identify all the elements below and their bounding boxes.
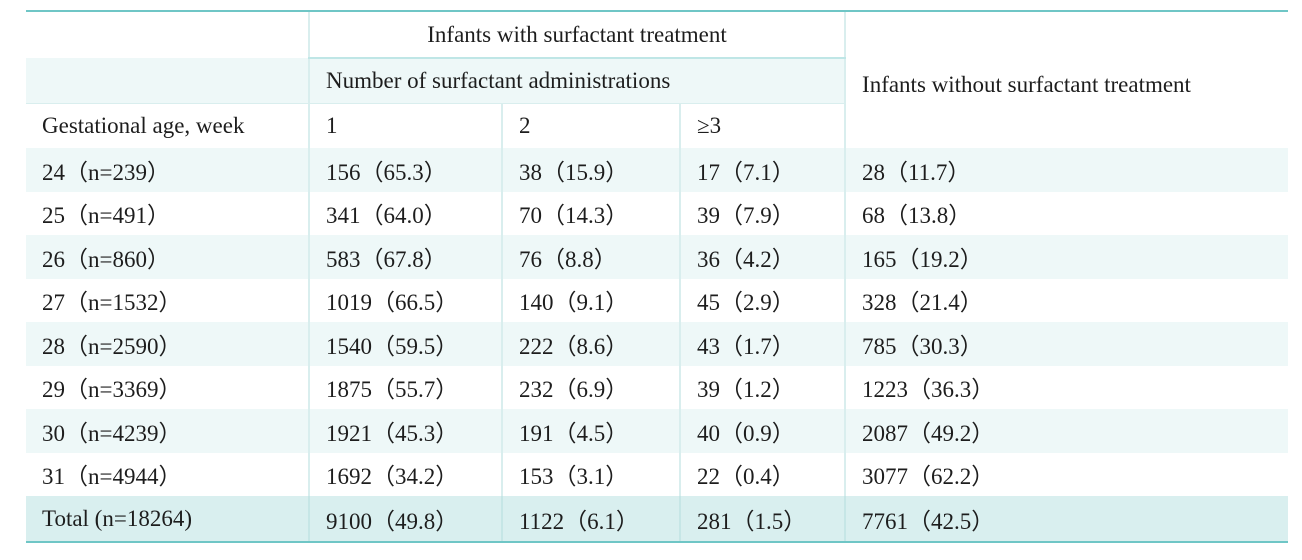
cell-age: 31（n=4944） [42, 464, 182, 490]
cell-c3: 22（0.4） [678, 452, 846, 496]
cell-age: 27（n=1532） [42, 290, 182, 316]
total-c1: 9100（49.8） [308, 496, 502, 543]
cell-c3: 43（1.7） [678, 322, 846, 366]
header-corner-top [26, 10, 309, 58]
header-corner-mid [26, 58, 309, 104]
table-total-row: Total (n=18264) 9100（49.8） 1122（6.1） 281… [26, 496, 1289, 543]
cell-c1: 1692（34.2） [308, 452, 502, 496]
table-row: 24（n=239） 156（65.3） 38（15.9） 17（7.1） 28（… [26, 148, 1289, 192]
cell-c2: 153（3.1） [501, 452, 680, 496]
header-treated-group: Infants with surfactant treatment [307, 10, 846, 59]
cell-c1: 156（65.3） [308, 148, 502, 192]
cell-c1: 1921（45.3） [308, 409, 502, 453]
header-col-3: ≥3 [678, 103, 846, 148]
header-administrations: Number of surfactant administrations [307, 58, 846, 104]
cell-c2: 76（8.8） [501, 235, 680, 279]
cell-age: 29（n=3369） [42, 377, 182, 403]
total-none: 7761（42.5） [844, 496, 1289, 543]
cell-none: 2087（49.2） [844, 409, 1289, 453]
cell-age: 30（n=4239） [26, 409, 309, 453]
header-gestational-age: Gestational age, week [26, 103, 309, 148]
cell-c3: 17（7.1） [678, 148, 846, 192]
header-col-1: 1 [308, 103, 502, 148]
total-label: Total (n=18264) [26, 496, 309, 543]
cell-c1: 583（67.8） [308, 235, 502, 279]
cell-c3: 39（7.9） [678, 191, 846, 235]
cell-none: 1223（36.3） [844, 365, 1289, 409]
cell-none: 3077（62.2） [844, 452, 1289, 496]
table-row: 27（n=1532） 1019（66.5） 140（9.1） 45（2.9） 3… [26, 278, 1289, 322]
cell-c2: 140（9.1） [501, 278, 680, 322]
cell-age: 25（n=491） [42, 203, 170, 229]
surfactant-table: Infants with surfactant treatment Infant… [26, 10, 1289, 543]
header-untreated-group: Infants without surfactant treatment [844, 10, 1289, 104]
total-c3: 281（1.5） [678, 496, 846, 543]
cell-c2: 38（15.9） [501, 148, 680, 192]
cell-c2: 191（4.5） [501, 409, 680, 453]
cell-c3: 45（2.9） [678, 278, 846, 322]
cell-c1: 1019（66.5） [308, 278, 502, 322]
cell-none: 785（30.3） [844, 322, 1289, 366]
table-row: 28（n=2590） 1540（59.5） 222（8.6） 43（1.7） 7… [26, 322, 1289, 366]
total-c2: 1122（6.1） [501, 496, 680, 543]
cell-none: 328（21.4） [844, 278, 1289, 322]
cell-age: 28（n=2590） [26, 322, 309, 366]
cell-c1: 341（64.0） [308, 191, 502, 235]
cell-c2: 70（14.3） [501, 191, 680, 235]
table-row: 30（n=4239） 1921（45.3） 191（4.5） 40（0.9） 2… [26, 409, 1289, 453]
table-row: 29（n=3369） 1875（55.7） 232（6.9） 39（1.2） 1… [26, 365, 1289, 409]
cell-age: 26（n=860） [26, 235, 309, 279]
table-row: 31（n=4944） 1692（34.2） 153（3.1） 22（0.4） 3… [26, 452, 1289, 496]
cell-c2: 222（8.6） [501, 322, 680, 366]
cell-c2: 232（6.9） [501, 365, 680, 409]
header-col-2: 2 [501, 103, 680, 148]
table-row: 26（n=860） 583（67.8） 76（8.8） 36（4.2） 165（… [26, 235, 1289, 279]
cell-c3: 40（0.9） [678, 409, 846, 453]
cell-c3: 36（4.2） [678, 235, 846, 279]
cell-c3: 39（1.2） [678, 365, 846, 409]
table-row: 25（n=491） 341（64.0） 70（14.3） 39（7.9） 68（… [26, 191, 1289, 235]
cell-none: 165（19.2） [844, 235, 1289, 279]
cell-age: 24（n=239） [26, 148, 309, 192]
cell-c1: 1875（55.7） [308, 365, 502, 409]
cell-none: 28（11.7） [844, 148, 1289, 192]
header-col-untreated-blank [844, 103, 1289, 148]
surfactant-table-container: Infants with surfactant treatment Infant… [26, 10, 1289, 543]
cell-none: 68（13.8） [844, 191, 1289, 235]
cell-c1: 1540（59.5） [308, 322, 502, 366]
